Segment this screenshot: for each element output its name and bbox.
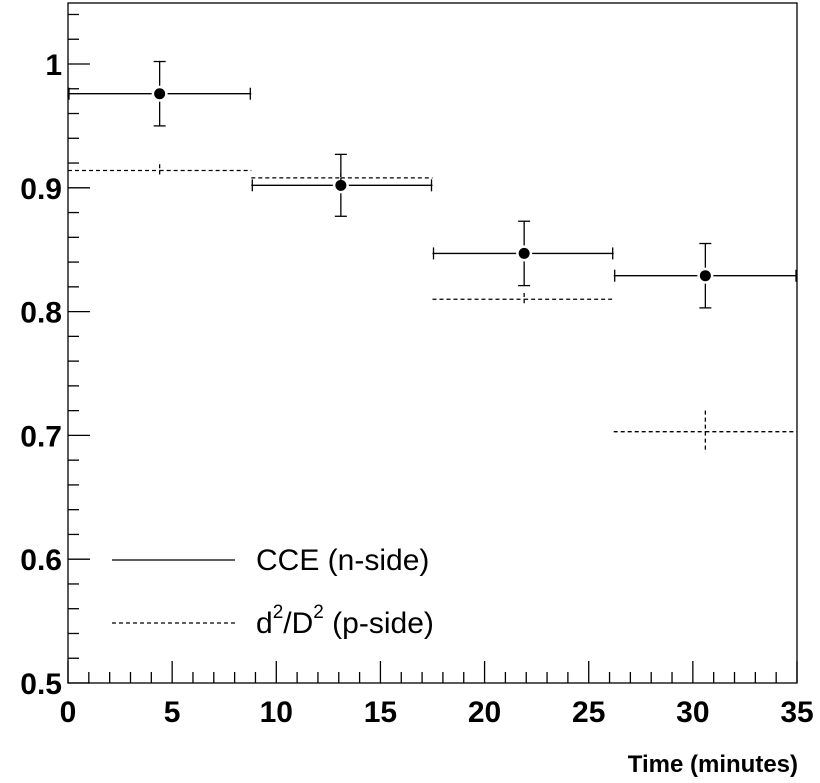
- legend-d2-sup1: 2: [273, 602, 284, 623]
- legend-d2-sup2: 2: [313, 602, 324, 623]
- y-tick-label: 0.8: [20, 297, 62, 330]
- series-layer: [68, 60, 797, 453]
- x-tick-labels: 0 5 10 15 20 25 30 35: [60, 696, 814, 729]
- legend-label-d2: d2/D2 (p-side): [256, 602, 434, 640]
- x-tick-label: 35: [780, 696, 813, 729]
- x-tick-label: 10: [260, 696, 293, 729]
- series-d2-p-side: [68, 164, 797, 453]
- y-tick-label: 0.7: [20, 420, 62, 453]
- x-tick-label: 25: [572, 696, 605, 729]
- y-tick-label: 1: [45, 49, 62, 82]
- legend-d2-mid: /D: [283, 607, 313, 640]
- legend: CCE (n-side) d2/D2 (p-side): [112, 544, 434, 640]
- data-point: [518, 247, 530, 259]
- plot-frame: [67, 2, 798, 684]
- legend-label-cce: CCE (n-side): [256, 544, 429, 577]
- series-cce-n-side: [68, 60, 797, 309]
- y-tick-label: 0.6: [20, 544, 62, 577]
- x-tick-label: 30: [676, 696, 709, 729]
- y-tick-label: 0.9: [20, 173, 62, 206]
- x-tick-marks: [67, 661, 798, 683]
- x-tick-label: 0: [60, 696, 77, 729]
- plot-axes: [67, 2, 798, 684]
- data-point: [154, 88, 166, 100]
- legend-d2-tail: (p-side): [324, 607, 434, 640]
- y-tick-labels: 0.5 0.6 0.7 0.8 0.9 1: [20, 49, 62, 701]
- x-tick-label: 5: [164, 696, 181, 729]
- data-point: [335, 179, 347, 191]
- x-tick-label: 20: [468, 696, 501, 729]
- x-axis-title: Time (minutes): [628, 751, 798, 778]
- y-tick-label: 0.5: [20, 668, 62, 701]
- data-point: [699, 270, 711, 282]
- legend-d2-main: d: [256, 607, 273, 640]
- x-tick-label: 15: [364, 696, 397, 729]
- y-tick-marks: [68, 13, 90, 684]
